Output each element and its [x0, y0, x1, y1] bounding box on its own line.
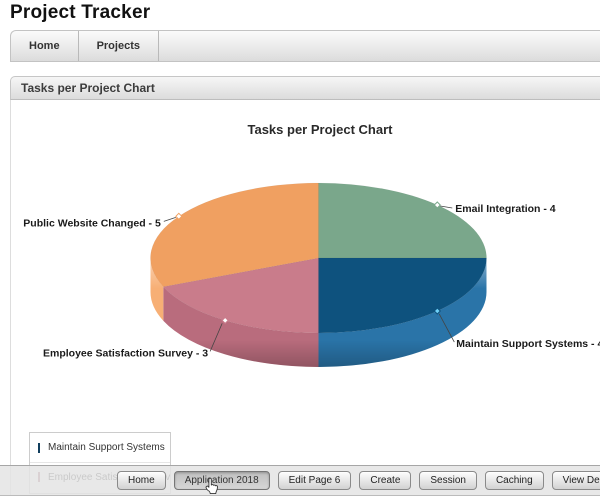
region-header: Tasks per Project Chart — [10, 76, 600, 100]
legend-item: Maintain Support Systems — [30, 433, 170, 462]
pie-marker-icon — [433, 307, 441, 315]
chart-title: Tasks per Project Chart — [247, 122, 393, 137]
pie-marker-icon — [175, 212, 183, 221]
hand-pointer-icon — [205, 477, 218, 495]
devbar-button-session[interactable]: Session — [419, 471, 477, 490]
pie-slice-label: Maintain Support Systems - 4 — [456, 338, 600, 350]
devbar-button-caching[interactable]: Caching — [484, 471, 544, 490]
pie-label-connector — [163, 216, 176, 222]
pie-marker-icon — [433, 201, 441, 209]
page-title: Project Tracker — [10, 2, 151, 23]
pie-slice-label: Public Website Changed - 5 — [23, 217, 161, 229]
tab-home[interactable]: Home — [11, 31, 79, 61]
pie-slice-label: Email Integration - 4 — [455, 203, 556, 215]
developer-toolbar: Home Application 2018 Edit Page 6 Create Ses… — [0, 465, 600, 496]
pie-slice-label: Employee Satisfaction Survey - 3 — [43, 347, 208, 359]
pie-side-shading — [150, 258, 487, 367]
pie-slice-email-integration[interactable] — [318, 182, 487, 259]
devbar-button-edit-page-6[interactable]: Edit Page 6 — [277, 471, 352, 490]
devbar-button-create[interactable]: Create — [359, 471, 412, 490]
devbar-button-home[interactable]: Home — [117, 471, 166, 490]
devbar-button-view-debug[interactable]: View Debug — [551, 471, 600, 490]
pie-label-connector — [209, 323, 223, 352]
devbar-button-application-2018[interactable]: Application 2018 — [173, 471, 270, 490]
legend-label: Maintain Support Systems — [48, 442, 165, 453]
pie-marker-icon — [221, 316, 229, 325]
tab-bar: Home Projects — [10, 30, 600, 62]
pie-label-connector — [438, 313, 455, 343]
tab-projects[interactable]: Projects — [79, 31, 159, 61]
pie-label-connector — [440, 205, 453, 209]
legend-swatch — [38, 442, 40, 453]
pie-chart: Email Integration - 4 Maintain Support Sy… — [23, 182, 600, 367]
region-title: Tasks per Project Chart — [21, 81, 155, 95]
